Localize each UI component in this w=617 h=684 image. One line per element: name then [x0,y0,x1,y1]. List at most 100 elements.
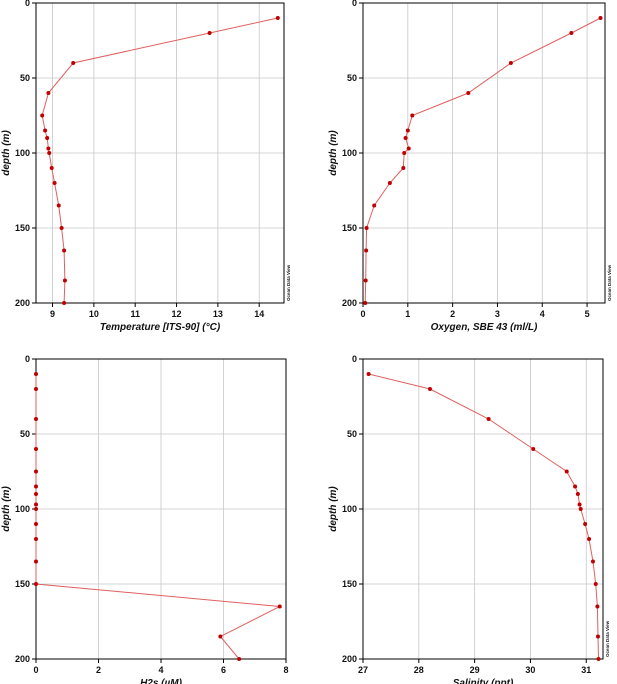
data-point [595,604,600,609]
x-tick-label: 3 [495,309,500,319]
data-point [406,146,411,151]
data-point [587,537,592,541]
data-point [34,492,38,496]
y-tick-label: 50 [20,73,30,83]
data-point [34,507,38,511]
ocean-data-view-watermark: Ocean Data View [286,264,291,301]
y-tick-label: 150 [15,223,30,233]
data-point [598,16,603,20]
data-point [364,248,369,253]
data-point [62,278,67,283]
data-point [46,91,51,95]
plot-frame [362,2,606,304]
data-point [590,559,595,564]
x-tick-label: 2 [450,309,455,319]
data-point [34,502,38,507]
data-point [466,91,471,95]
data-point [62,248,67,253]
data-point [43,128,48,133]
data-point [578,507,583,511]
data-point [508,61,513,65]
data-point [56,203,61,208]
y-tick-label: 50 [347,429,357,439]
y-tick-label: 100 [342,504,357,514]
data-point [427,387,432,391]
y-tick-label: 150 [342,223,357,233]
data-point [207,31,212,35]
x-tick-label: 2 [96,665,101,675]
y-tick-label: 0 [25,354,30,364]
x-axis-label: Temperature [ITS-90] (°C) [100,322,221,333]
x-tick-label: 5 [585,309,590,319]
data-point [40,113,45,118]
x-tick-label: 0 [360,309,365,319]
data-point [34,387,38,391]
data-point [575,492,580,496]
series-line [35,374,282,660]
data-point [62,301,67,305]
x-tick-label: 10 [89,309,99,319]
x-tick-label: 13 [213,309,223,319]
data-point [277,604,282,609]
data-point [564,469,569,474]
x-tick-label: 9 [50,309,55,319]
y-tick-label: 200 [342,654,357,664]
data-point [49,166,54,170]
data-point [372,203,377,208]
data-point [34,417,38,421]
y-tick-label: 100 [15,504,30,514]
x-axis-label: Salinity (ppt) [453,678,514,684]
data-point [52,181,57,185]
x-axis-label: H2s (µM) [140,678,183,684]
ocean-data-view-watermark: Ocean Data View [607,264,612,301]
y-axis-label: depth (m) [328,486,339,532]
series-line [364,17,601,304]
y-axis-label: depth (m) [1,486,12,532]
data-point [577,502,582,507]
data-point [363,301,368,305]
y-tick-label: 200 [15,298,30,308]
y-tick-label: 100 [15,148,30,158]
y-tick-label: 50 [20,429,30,439]
data-point [410,113,415,118]
y-tick-label: 0 [352,0,357,8]
data-point [34,469,38,474]
data-point [366,372,371,376]
y-tick-label: 150 [342,579,357,589]
chart-panel-1: 0 50 100 150 200 9 10 11 12 13 14 Temperature [ITS-… [1,0,291,333]
data-point [47,151,52,155]
series-line [368,373,599,660]
y-tick-label: 150 [15,579,30,589]
data-point [402,151,407,155]
y-tick-label: 50 [347,73,357,83]
x-tick-label: 6 [221,665,226,675]
y-tick-label: 100 [342,148,357,158]
x-tick-label: 8 [283,665,288,675]
data-point [59,226,64,230]
x-tick-label: 29 [470,665,480,675]
x-tick-label: 11 [130,309,140,319]
x-tick-label: 31 [581,665,591,675]
x-tick-label: 0 [33,665,38,675]
data-point [486,417,491,421]
data-point [34,537,38,541]
y-axis-label: depth (m) [1,130,12,176]
data-point [387,181,392,185]
data-point [596,657,601,661]
x-tick-label: 12 [172,309,182,319]
data-point [46,146,51,151]
x-tick-label: 27 [358,665,368,675]
data-point [595,634,600,639]
data-point [275,16,280,20]
data-point [401,166,406,170]
y-tick-label: 0 [352,354,357,364]
data-point [34,447,38,451]
data-point [34,582,38,586]
x-tick-label: 4 [158,665,163,675]
series-line [41,17,278,304]
data-point [569,31,574,35]
y-tick-label: 0 [25,0,30,8]
data-point [531,447,536,451]
